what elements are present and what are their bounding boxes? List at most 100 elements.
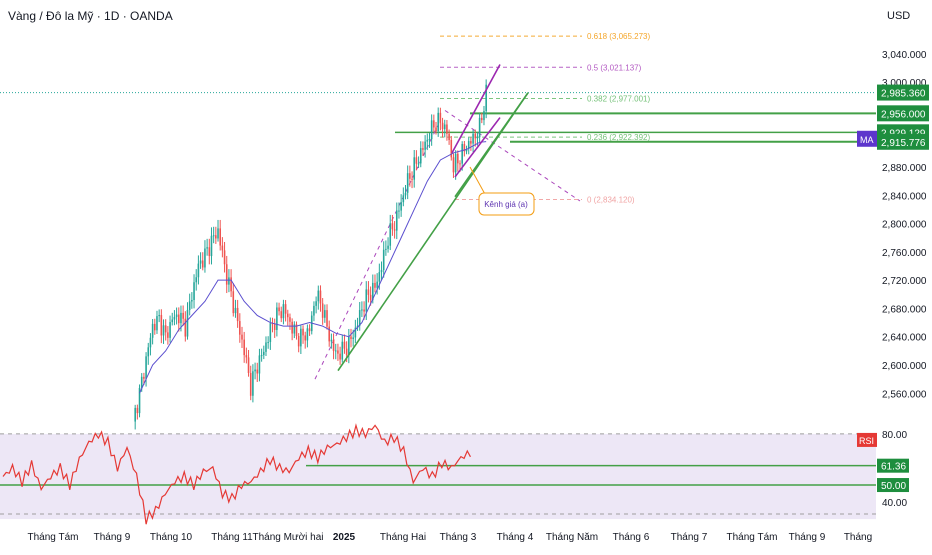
candle-body (354, 327, 357, 338)
candle-body (173, 316, 176, 320)
candle-body (422, 148, 424, 150)
candle-body (426, 139, 429, 142)
candle-body (439, 112, 442, 123)
candle-body (324, 310, 326, 318)
candle-body (210, 235, 213, 257)
candle-body (293, 324, 296, 334)
candle-body (276, 307, 278, 330)
time-axis-tick: Tháng 9 (789, 532, 826, 543)
price-axis-tick: 2,720.000 (882, 276, 927, 287)
currency-label: USD (887, 10, 911, 22)
candle-body (382, 249, 385, 270)
candle-body (415, 157, 418, 164)
candle-body (395, 210, 398, 231)
price-axis-tick: 2,560.000 (882, 389, 927, 400)
candle-body (363, 309, 365, 312)
candle-body (241, 334, 243, 340)
ma-price-tag: 2,915.776 (881, 138, 926, 149)
rsi-level-tag-bg (877, 478, 909, 493)
candle-body (385, 248, 387, 250)
time-axis-tick: Tháng (844, 532, 872, 543)
price-axis-tick: 2,800.000 (882, 220, 927, 231)
candle-body (454, 153, 457, 173)
ma-tag-bg (857, 130, 877, 147)
fib-level-label: 0.618 (3,065.273) (587, 32, 650, 41)
candle-body (136, 407, 139, 414)
candle-body (352, 337, 354, 340)
candle-body (365, 289, 368, 312)
time-axis-tick: Tháng 10 (150, 532, 193, 543)
candle-body (280, 311, 283, 319)
candle-body (269, 323, 272, 343)
time-axis-tick: Tháng Năm (546, 532, 598, 543)
ma-line (139, 141, 487, 394)
candle-body (321, 303, 324, 318)
candle-body (467, 141, 470, 149)
candle-body (149, 337, 152, 348)
candle-body (249, 372, 252, 396)
candle-body (180, 312, 182, 324)
candle-body (134, 407, 136, 422)
time-axis-tick: Tháng 9 (94, 532, 131, 543)
candle-body (252, 371, 254, 396)
fib-level-label: 0 (2,834.120) (587, 195, 635, 204)
candle-body (326, 310, 328, 327)
price-channel-line (454, 117, 501, 178)
candle-body (284, 304, 287, 314)
candle-body (245, 355, 248, 358)
candle-body (282, 304, 285, 319)
candle-body (217, 228, 219, 239)
candle-body (184, 318, 187, 337)
candle-body (481, 117, 483, 121)
candle-body (219, 228, 221, 246)
candle-body (391, 223, 394, 230)
candle-body (400, 202, 402, 211)
candle-body (435, 127, 437, 132)
candle-body (254, 369, 256, 372)
candle-body (343, 341, 346, 349)
candle-body (328, 326, 330, 342)
candle-body (470, 141, 472, 144)
rsi-level-tag-bg (877, 458, 909, 473)
candle-body (256, 369, 259, 374)
candle-body (258, 355, 261, 374)
candle-body (156, 316, 158, 331)
candle-body (367, 289, 370, 295)
candle-body (177, 314, 180, 324)
time-axis-tick: Tháng 3 (440, 532, 477, 543)
candle-body (308, 328, 311, 332)
candle-body (393, 229, 396, 231)
candle-body (199, 260, 202, 264)
candle-body (289, 317, 291, 322)
candle-body (138, 387, 141, 414)
green-channel-line (454, 92, 529, 198)
candle-body (232, 291, 235, 314)
chart-title: Vàng / Đô la Mỹ · 1D · OANDA (8, 9, 173, 23)
fib-level-label: 0.236 (2,922.392) (587, 133, 650, 142)
price-axis-tick: 2,640.000 (882, 333, 927, 344)
candle-body (236, 307, 239, 322)
time-axis-tick: Tháng 7 (671, 532, 708, 543)
level-price-tag-bg (877, 105, 929, 122)
candle-body (278, 307, 280, 312)
current-price-tag: 2,985.360 (881, 89, 926, 100)
candle-body (243, 339, 245, 356)
candle-body (201, 260, 204, 268)
candle-body (197, 263, 200, 278)
candle-body (380, 269, 383, 273)
ma-tag: MA (860, 135, 874, 145)
time-axis-tick: Tháng 6 (613, 532, 650, 543)
candle-body (239, 321, 241, 335)
candle-body (474, 133, 477, 139)
candle-body (225, 264, 228, 285)
candle-body (313, 305, 315, 316)
time-axis-tick: Tháng 11 (211, 532, 253, 543)
candle-body (409, 173, 411, 179)
candle-body (358, 310, 361, 326)
candle-body (221, 245, 224, 251)
candle-body (337, 350, 339, 354)
candle-body (223, 250, 226, 265)
candle-body (398, 210, 400, 212)
